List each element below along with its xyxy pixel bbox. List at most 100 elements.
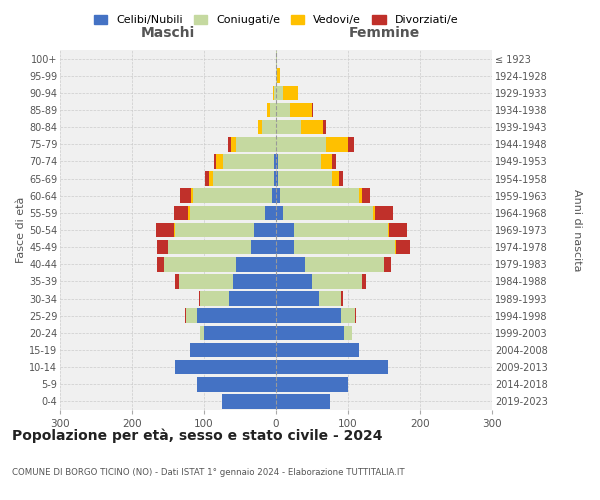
- Bar: [276, 308, 341, 323]
- Bar: [157, 222, 175, 238]
- Bar: [186, 308, 197, 323]
- Bar: [276, 326, 344, 340]
- Text: Popolazione per età, sesso e stato civile - 2024: Popolazione per età, sesso e stato civil…: [12, 428, 383, 443]
- Bar: [274, 172, 276, 186]
- Bar: [174, 206, 188, 220]
- Bar: [276, 377, 348, 392]
- Bar: [276, 240, 294, 254]
- Bar: [276, 120, 301, 134]
- Bar: [395, 240, 410, 254]
- Y-axis label: Anni di nascita: Anni di nascita: [572, 188, 583, 271]
- Bar: [294, 240, 395, 254]
- Bar: [276, 154, 278, 168]
- Bar: [254, 222, 276, 238]
- Bar: [276, 394, 330, 408]
- Bar: [278, 154, 322, 168]
- Bar: [168, 240, 251, 254]
- Bar: [191, 188, 193, 203]
- Bar: [274, 154, 276, 168]
- Bar: [362, 188, 370, 203]
- Text: Femmine: Femmine: [349, 26, 419, 40]
- Bar: [312, 102, 313, 118]
- Bar: [190, 342, 276, 357]
- Bar: [278, 172, 332, 186]
- Bar: [341, 292, 343, 306]
- Bar: [180, 188, 191, 203]
- Bar: [200, 292, 229, 306]
- Bar: [322, 154, 332, 168]
- Bar: [251, 240, 276, 254]
- Bar: [157, 257, 164, 272]
- Bar: [185, 308, 186, 323]
- Bar: [273, 86, 274, 100]
- Bar: [270, 102, 276, 118]
- Bar: [272, 188, 276, 203]
- Bar: [276, 257, 305, 272]
- Bar: [301, 120, 323, 134]
- Bar: [276, 68, 277, 83]
- Bar: [283, 206, 373, 220]
- Bar: [262, 120, 276, 134]
- Bar: [175, 274, 179, 288]
- Text: Maschi: Maschi: [141, 26, 195, 40]
- Bar: [312, 274, 362, 288]
- Bar: [323, 120, 326, 134]
- Bar: [348, 137, 354, 152]
- Bar: [276, 222, 294, 238]
- Bar: [233, 274, 276, 288]
- Bar: [276, 342, 359, 357]
- Bar: [389, 222, 407, 238]
- Bar: [362, 274, 366, 288]
- Bar: [359, 188, 362, 203]
- Bar: [276, 188, 280, 203]
- Bar: [157, 240, 168, 254]
- Bar: [276, 172, 278, 186]
- Bar: [283, 86, 298, 100]
- Bar: [222, 394, 276, 408]
- Bar: [305, 257, 384, 272]
- Bar: [332, 154, 336, 168]
- Bar: [276, 102, 290, 118]
- Bar: [319, 292, 341, 306]
- Text: COMUNE DI BORGO TICINO (NO) - Dati ISTAT 1° gennaio 2024 - Elaborazione TUTTITAL: COMUNE DI BORGO TICINO (NO) - Dati ISTAT…: [12, 468, 404, 477]
- Bar: [266, 102, 270, 118]
- Bar: [214, 154, 216, 168]
- Bar: [204, 326, 276, 340]
- Bar: [280, 188, 359, 203]
- Bar: [164, 257, 236, 272]
- Bar: [276, 137, 326, 152]
- Bar: [258, 120, 262, 134]
- Bar: [229, 137, 230, 152]
- Bar: [332, 172, 340, 186]
- Bar: [223, 154, 274, 168]
- Bar: [212, 172, 274, 186]
- Bar: [384, 257, 391, 272]
- Bar: [276, 360, 388, 374]
- Bar: [294, 222, 388, 238]
- Bar: [277, 68, 280, 83]
- Bar: [326, 137, 348, 152]
- Bar: [193, 188, 272, 203]
- Bar: [205, 172, 209, 186]
- Bar: [200, 326, 204, 340]
- Bar: [188, 206, 190, 220]
- Bar: [274, 86, 276, 100]
- Bar: [276, 86, 283, 100]
- Bar: [209, 172, 212, 186]
- Bar: [236, 257, 276, 272]
- Bar: [341, 308, 355, 323]
- Bar: [340, 172, 343, 186]
- Bar: [276, 274, 312, 288]
- Bar: [388, 222, 389, 238]
- Bar: [276, 52, 277, 66]
- Bar: [197, 308, 276, 323]
- Bar: [175, 222, 254, 238]
- Bar: [190, 206, 265, 220]
- Bar: [376, 206, 394, 220]
- Bar: [276, 292, 319, 306]
- Bar: [199, 292, 200, 306]
- Bar: [175, 360, 276, 374]
- Bar: [355, 308, 356, 323]
- Legend: Celibi/Nubili, Coniugati/e, Vedovi/e, Divorziati/e: Celibi/Nubili, Coniugati/e, Vedovi/e, Di…: [89, 10, 463, 30]
- Bar: [236, 137, 276, 152]
